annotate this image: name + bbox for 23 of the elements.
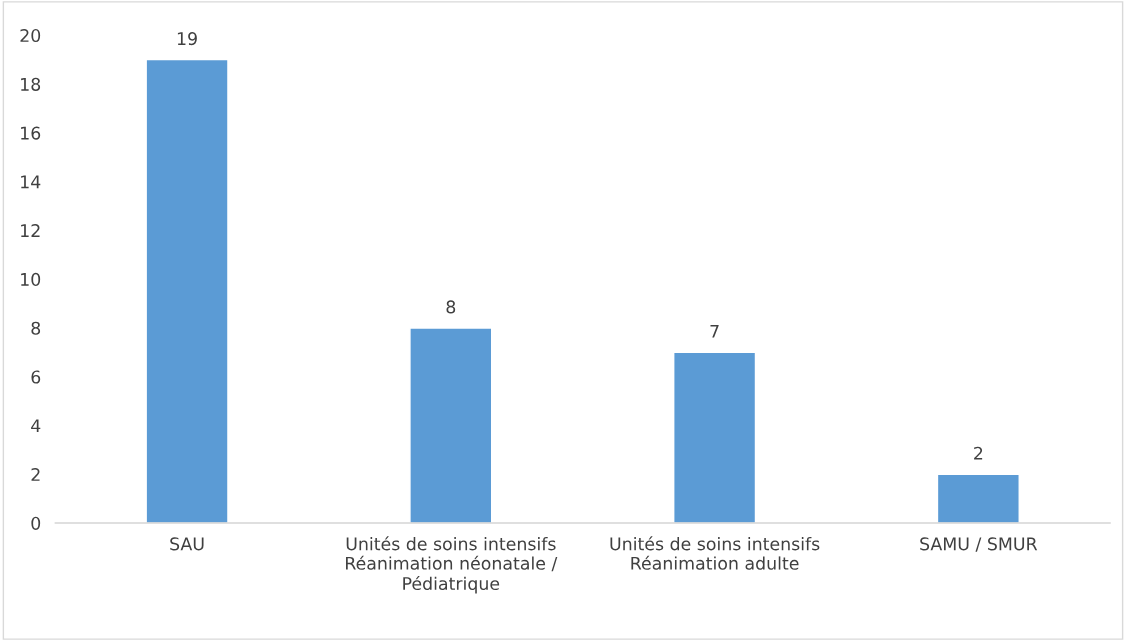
y-tick-label: 14 — [21, 175, 41, 189]
y-tick-label: 16 — [21, 126, 41, 140]
y-tick-label: 10 — [21, 272, 41, 286]
y-tick-label: 12 — [21, 224, 40, 237]
y-tick-label: 18 — [21, 77, 41, 91]
bar — [145, 58, 229, 524]
data-label: 2 — [974, 446, 983, 460]
data-label: 8 — [446, 300, 456, 314]
y-tick-label: 8 — [31, 321, 41, 335]
data-label: 19 — [177, 32, 197, 46]
y-tick-label: 20 — [20, 28, 41, 43]
bar — [673, 351, 757, 524]
y-tick-label: 6 — [31, 370, 41, 384]
bar — [409, 327, 493, 524]
y-tick-label: 2 — [31, 467, 40, 481]
bar — [936, 473, 1020, 524]
data-label: 7 — [710, 324, 719, 338]
x-tick-label: SAMU / SMUR — [920, 537, 1038, 552]
x-tick-label: SAU — [170, 537, 204, 551]
x-tick-label: Unités de soins intensifs Réanimation adulte — [610, 536, 820, 570]
y-tick-label: 4 — [31, 419, 41, 433]
x-tick-label: Unités de soins intensifs Réanimation néonatale / Pédiatrique — [346, 536, 558, 594]
y-tick-label: 0 — [31, 516, 41, 530]
